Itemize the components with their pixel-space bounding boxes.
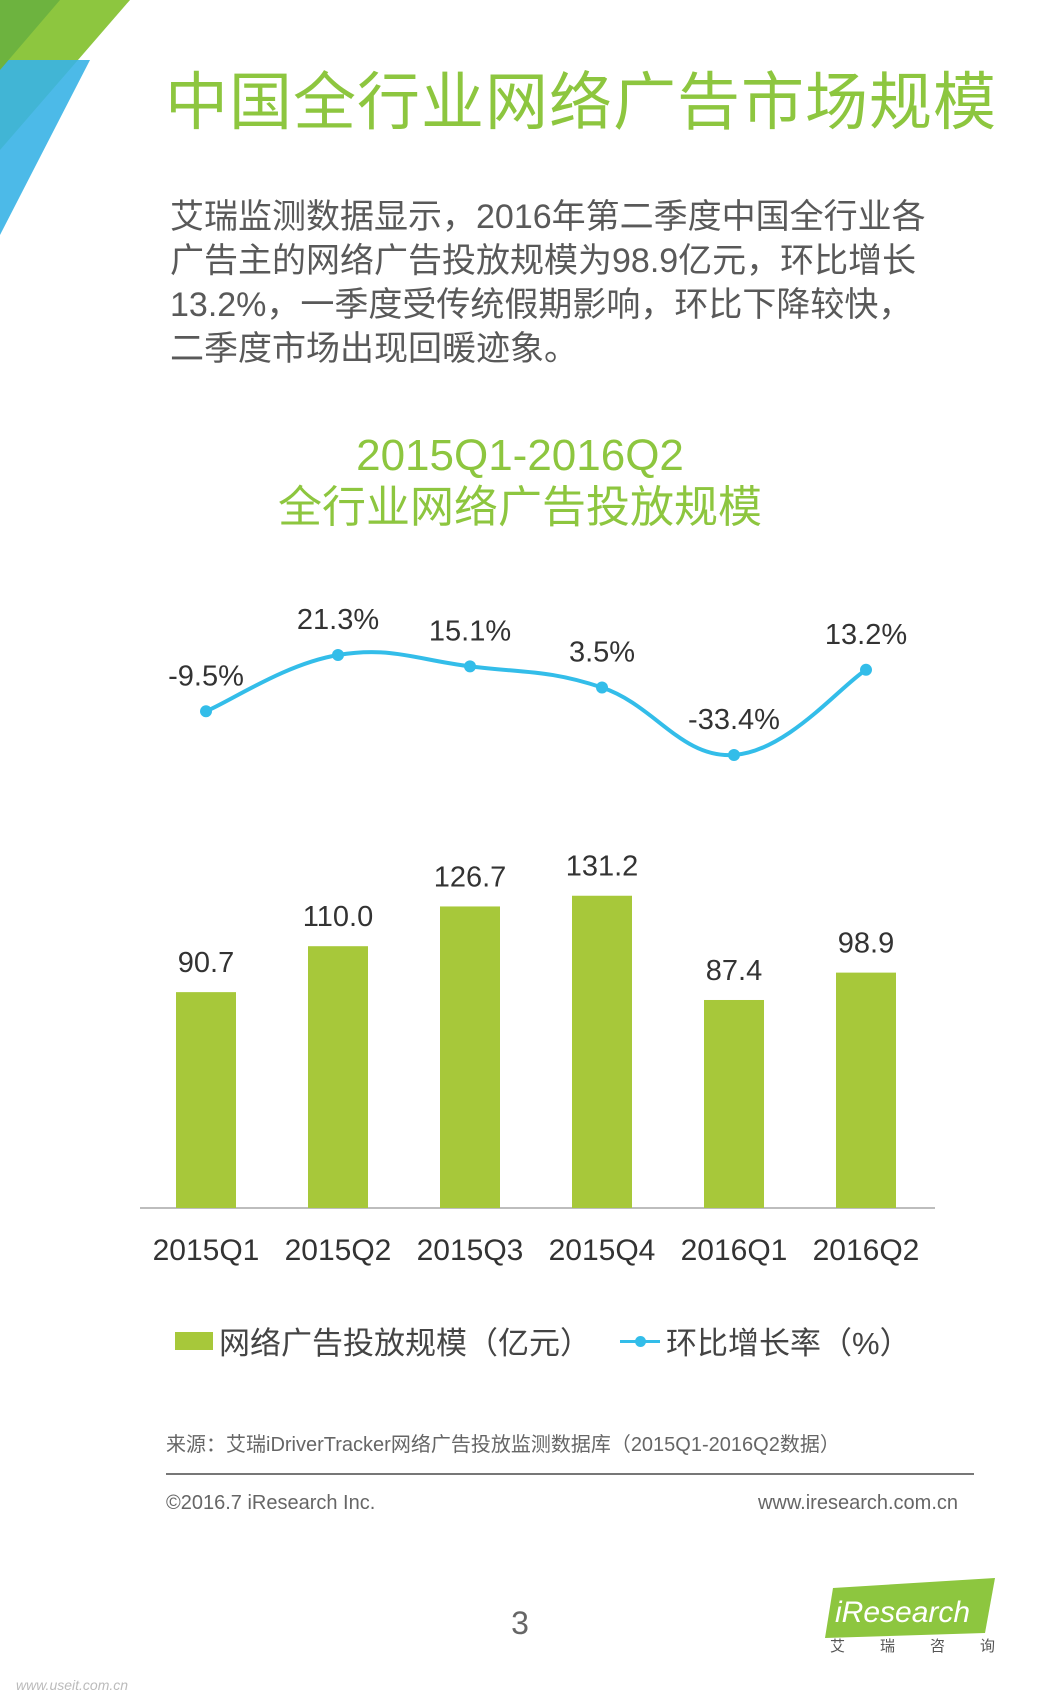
growth-rate-line	[205, 650, 868, 758]
bar	[836, 972, 896, 1208]
bar-value-label: 131.2	[566, 851, 639, 883]
bar	[704, 999, 764, 1208]
bar-value-label: 87.4	[706, 955, 762, 987]
source-note: 来源：艾瑞iDriverTracker网络广告投放监测数据库（2015Q1-20…	[166, 1434, 840, 1456]
growth-rate-point	[200, 705, 212, 718]
x-tick-label: 2015Q4	[549, 1234, 656, 1267]
growth-rate-label: 21.3%	[297, 604, 379, 636]
bar-value-label: 110.0	[303, 901, 373, 933]
bar	[308, 946, 368, 1208]
legend-item-line: 环比增长率（%）	[620, 1318, 911, 1363]
x-tick-label: 2016Q2	[813, 1234, 920, 1267]
iresearch-logo: iResearch	[825, 1578, 995, 1638]
corner-decoration	[0, 0, 130, 235]
brand-char: 咨	[929, 1638, 945, 1655]
bar	[176, 992, 236, 1208]
growth-rate-point	[728, 749, 740, 761]
brand-char: 询	[979, 1638, 995, 1655]
brand-char: 艾	[830, 1638, 846, 1655]
growth-rate-point	[332, 649, 344, 661]
legend-line-swatch	[620, 1332, 660, 1350]
chart-legend: 网络广告投放规模（亿元） 环比增长率（%）	[0, 1318, 1040, 1364]
page-title: 中国全行业网络广告市场规模	[165, 68, 997, 138]
bar-value-label: 98.9	[838, 928, 894, 960]
growth-rate-label: 13.2%	[825, 619, 907, 651]
growth-rate-label: -9.5%	[168, 660, 244, 692]
intro-paragraph: 艾瑞监测数据显示，2016年第二季度中国全行业各广告主的网络广告投放规模为98.…	[170, 198, 926, 368]
growth-rate-point	[464, 660, 476, 673]
growth-rate-point	[596, 681, 608, 694]
x-tick-label: 2015Q3	[417, 1234, 524, 1267]
page-number: 3	[511, 1605, 529, 1641]
growth-rate-point	[860, 663, 872, 676]
legend-bar-swatch	[175, 1331, 213, 1350]
growth-rate-label: 3.5%	[569, 637, 635, 669]
growth-rate-label: 15.1%	[429, 615, 511, 647]
copyright: ©2016.7 iResearch Inc.	[166, 1492, 376, 1514]
legend-item-bars: 网络广告投放规模（亿元）	[175, 1318, 591, 1363]
x-tick-label: 2016Q1	[681, 1234, 788, 1267]
x-tick-label: 2015Q1	[153, 1234, 260, 1267]
brand-char: 瑞	[879, 1638, 895, 1655]
bar	[572, 895, 632, 1208]
chart-title-line1: 2015Q1-2016Q2	[356, 431, 684, 480]
legend-bar-label: 网络广告投放规模（亿元）	[219, 1326, 591, 1361]
bar	[440, 906, 500, 1208]
x-tick-label: 2015Q2	[285, 1234, 392, 1267]
bar-value-label: 90.7	[178, 947, 234, 979]
brand-wordmark: iResearch	[835, 1596, 970, 1629]
footer-divider	[166, 1473, 974, 1475]
website-link[interactable]: www.iresearch.com.cn	[757, 1492, 958, 1514]
watermark: www.useit.com.cn	[16, 1677, 129, 1693]
legend-line-label: 环比增长率（%）	[666, 1326, 911, 1361]
bar-value-label: 126.7	[434, 861, 507, 893]
brand-tagline: 艾 瑞 咨 询	[830, 1635, 995, 1656]
chart-title-line2: 全行业网络广告投放规模	[278, 483, 762, 532]
growth-rate-label: -33.4%	[688, 704, 780, 736]
ad-spend-chart: 90.7 2015Q1 110.0 2015Q2 126.7 2015Q3 131.2 201…	[140, 604, 935, 1267]
